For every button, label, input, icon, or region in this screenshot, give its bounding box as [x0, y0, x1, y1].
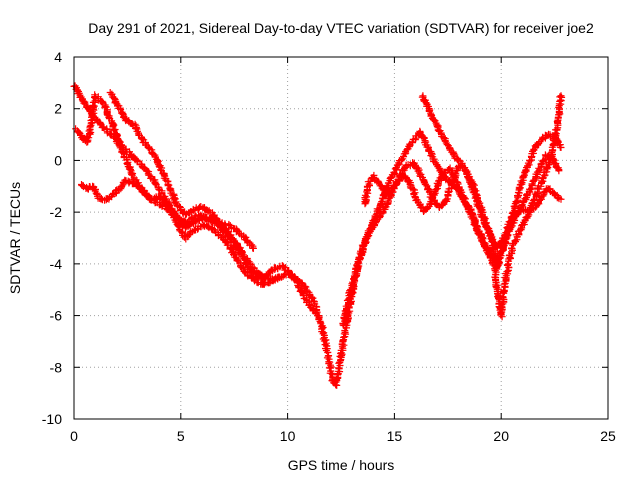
x-tick-label: 15 [387, 428, 403, 444]
marker-trace [106, 89, 257, 252]
y-axis-label: SDTVAR / TECUs [7, 182, 23, 294]
data-points [70, 82, 566, 389]
marker-trace [78, 176, 283, 288]
chart-title: Day 291 of 2021, Sidereal Day-to-day VTE… [88, 20, 594, 36]
y-tick-label: -4 [50, 256, 63, 272]
plot-frame [73, 56, 609, 420]
x-tick-label: 10 [280, 428, 296, 444]
y-tick-label: -10 [42, 411, 62, 427]
x-tick-label: 5 [177, 428, 185, 444]
y-tick-label: -6 [50, 308, 63, 324]
y-tick-label: 2 [54, 101, 62, 117]
y-tick-label: -2 [50, 204, 63, 220]
series-track-4 [106, 89, 257, 252]
series-track-3 [78, 176, 283, 288]
series-track-8 [418, 92, 563, 273]
x-tick-label: 25 [600, 428, 616, 444]
x-axis-label: GPS time / hours [288, 457, 395, 473]
y-tick-label: 0 [54, 152, 62, 168]
y-tick-label: -8 [50, 359, 63, 375]
x-tick-label: 0 [70, 428, 78, 444]
marker-trace [418, 92, 563, 273]
y-tick-label: 4 [54, 49, 62, 65]
x-tick-label: 20 [493, 428, 509, 444]
